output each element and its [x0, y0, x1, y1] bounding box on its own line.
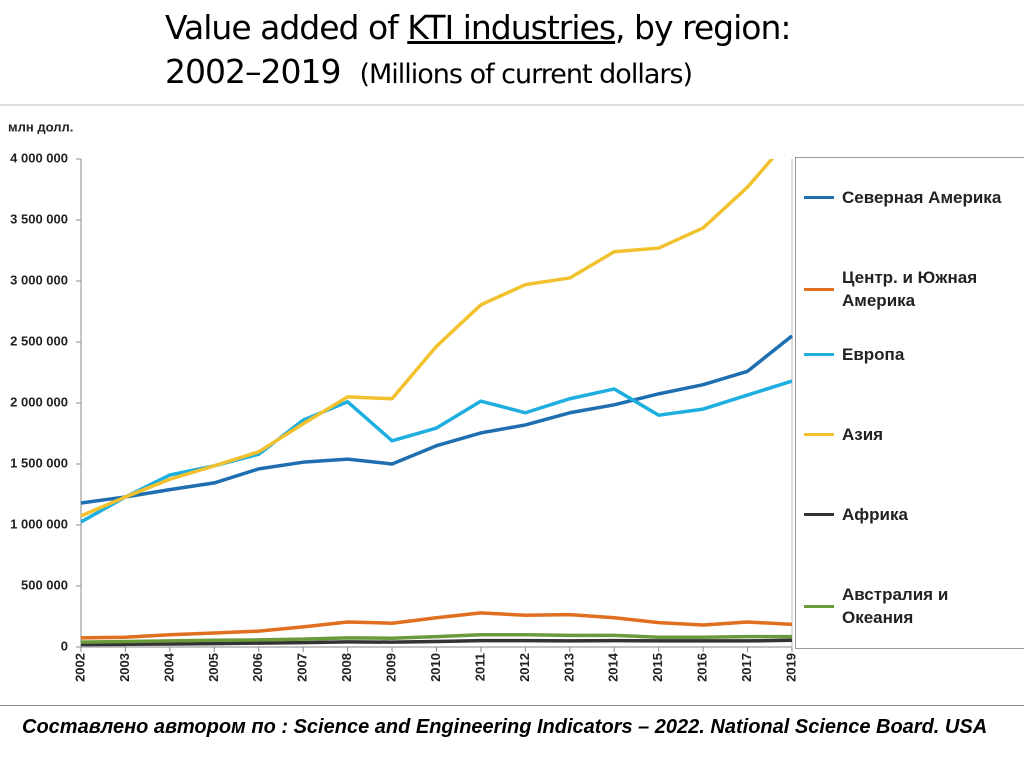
- x-tick-label: 2009: [384, 653, 399, 682]
- x-tick-label: 2019: [783, 653, 798, 682]
- legend-item: Центр. и Южная Америка: [804, 266, 1004, 312]
- y-tick-label: 2 000 000: [10, 394, 68, 409]
- y-axis-label: млн долл.: [8, 119, 73, 134]
- x-tick-label: 2011: [472, 653, 487, 681]
- x-tick-label: 2013: [561, 653, 576, 682]
- legend-item: Африка: [804, 503, 1004, 526]
- legend-swatch: [804, 196, 834, 199]
- series-line: [80, 379, 793, 524]
- y-tick-label: 500 000: [21, 577, 68, 592]
- source-note: Составлено автором по : Science and Engi…: [0, 705, 1024, 767]
- y-tick-label: 4 000 000: [10, 150, 68, 165]
- x-tick-label: 2008: [339, 653, 354, 682]
- slide-title: Value added of KTI industries, by region…: [165, 6, 1005, 97]
- x-tick-label: 2007: [295, 653, 310, 682]
- series-line: [80, 159, 775, 518]
- legend-swatch: [804, 513, 834, 516]
- legend-label: Австралия и Океания: [842, 585, 949, 627]
- series-line: [80, 334, 794, 505]
- y-tick-label: 3 500 000: [10, 211, 68, 226]
- series-line: [80, 633, 792, 644]
- title-note: (Millions of current dollars): [359, 59, 693, 90]
- legend-label: Азия: [842, 425, 884, 444]
- x-tick-label: 2003: [117, 653, 132, 682]
- title-text: Value added of: [165, 8, 408, 47]
- legend-swatch: [804, 433, 834, 436]
- y-tick-label: 3 000 000: [10, 272, 68, 287]
- legend-label: Центр. и Южная Америка: [842, 268, 978, 310]
- y-tick-label: 1 500 000: [10, 455, 68, 470]
- legend-label: Европа: [842, 345, 905, 364]
- x-tick-label: 2015: [650, 653, 665, 682]
- x-tick-label: 2010: [428, 653, 443, 682]
- title-link: KTI industries: [407, 8, 616, 47]
- x-tick-label: 2006: [250, 653, 265, 682]
- x-tick-label: 2014: [606, 652, 621, 682]
- legend-item: Азия: [804, 423, 1004, 446]
- legend-item: Австралия и Океания: [804, 583, 1004, 629]
- legend-label: Африка: [842, 505, 908, 524]
- legend-item: Европа: [804, 343, 1004, 366]
- series-line: [80, 638, 793, 647]
- legend-swatch: [804, 353, 834, 356]
- y-tick-label: 0: [61, 638, 68, 653]
- x-tick-label: 2012: [517, 653, 532, 682]
- legend-swatch: [804, 604, 834, 608]
- legend: Северная Америка Центр. и Южная Америка Ев…: [795, 157, 1024, 649]
- x-tick-label: 2016: [695, 653, 710, 682]
- x-tick-label: 2005: [206, 653, 221, 682]
- y-tick-label: 2 500 000: [10, 333, 68, 348]
- x-tick-label: 2004: [161, 652, 176, 682]
- y-tick-label: 1 000 000: [10, 516, 68, 531]
- x-tick-label: 2017: [739, 653, 754, 682]
- title-text: 2002–2019: [165, 52, 341, 91]
- chart: млн долл. 0 500 000 1 000 000 1 500 000 2 00…: [0, 104, 1024, 682]
- x-tick-label: 2002: [72, 653, 87, 682]
- legend-swatch: [804, 287, 834, 291]
- legend-item: Северная Америка: [804, 186, 1004, 209]
- legend-label: Северная Америка: [842, 188, 1002, 207]
- series-line: [80, 611, 793, 640]
- title-text: , by region:: [615, 8, 791, 47]
- plot-lines: [80, 159, 794, 647]
